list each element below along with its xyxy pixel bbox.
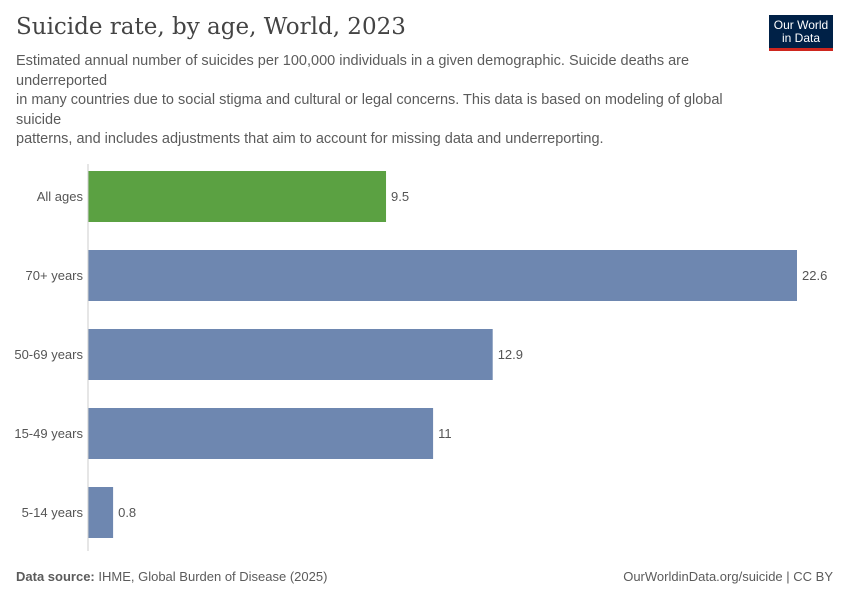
category-label: 15-49 years — [14, 426, 83, 441]
bar — [88, 408, 434, 459]
value-label: 9.5 — [391, 189, 409, 204]
bar — [88, 171, 387, 222]
value-label: 12.9 — [498, 347, 523, 362]
data-source-text: IHME, Global Burden of Disease (2025) — [98, 569, 328, 584]
value-label: 22.6 — [802, 268, 827, 283]
data-source-label: Data source: — [16, 569, 95, 584]
category-label: 70+ years — [26, 268, 84, 283]
value-label: 11 — [438, 426, 452, 441]
category-label: 5-14 years — [22, 505, 84, 520]
chart-subtitle: Estimated annual number of suicides per … — [16, 53, 723, 147]
bar — [88, 329, 493, 380]
credit-link[interactable]: OurWorldinData.org/suicide | CC BY — [623, 569, 833, 584]
bar — [88, 487, 114, 538]
category-label: 50-69 years — [14, 347, 83, 362]
value-label: 0.8 — [118, 505, 136, 520]
bar — [88, 250, 797, 301]
owid-logo[interactable]: Our World in Data — [769, 15, 833, 51]
data-source: Data source: IHME, Global Burden of Dise… — [16, 569, 327, 584]
chart-title: Suicide rate, by age, World, 2023 — [16, 14, 406, 40]
category-label: All ages — [37, 189, 84, 204]
